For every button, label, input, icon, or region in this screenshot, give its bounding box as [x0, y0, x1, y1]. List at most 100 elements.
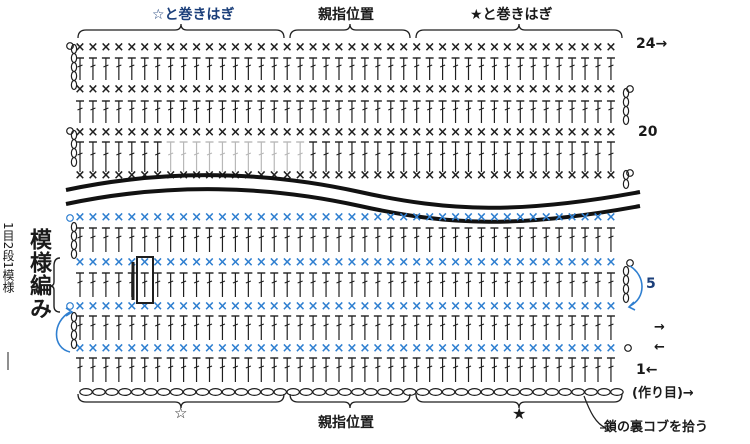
double-crochet-stitch — [373, 272, 382, 297]
single-crochet-mark: × — [282, 82, 293, 97]
double-crochet-stitch — [412, 141, 421, 172]
double-crochet-stitch — [88, 227, 97, 252]
single-crochet-mark: × — [541, 299, 552, 314]
double-crochet-stitch — [205, 100, 214, 123]
single-crochet-mark: × — [295, 82, 306, 97]
stitch-cross — [530, 365, 536, 369]
double-crochet-stitch — [581, 315, 590, 340]
stitch-cross — [310, 323, 316, 327]
stitch-cross — [142, 323, 148, 327]
stitch-cross — [336, 365, 342, 369]
double-crochet-stitch — [606, 141, 615, 172]
stitch-cross — [323, 365, 329, 369]
stitch-cross — [388, 365, 394, 369]
double-crochet-stitch — [529, 357, 538, 382]
single-crochet-mark: × — [450, 299, 461, 314]
single-crochet-mark: × — [463, 125, 474, 140]
row-arrow — [627, 301, 636, 311]
faint-double-crochet-stitch — [179, 141, 188, 172]
stitch-cross — [375, 365, 381, 369]
stitch-cross — [543, 323, 549, 327]
stitch-cross — [142, 365, 148, 369]
single-crochet-mark: × — [424, 125, 435, 140]
turning-chain — [622, 292, 630, 304]
single-crochet-mark: × — [424, 82, 435, 97]
single-crochet-mark: × — [334, 125, 345, 140]
single-crochet-mark: × — [217, 125, 228, 140]
double-crochet-stitch — [205, 227, 214, 252]
stitch-cross — [90, 152, 96, 156]
double-crochet-stitch — [360, 357, 369, 382]
stitch-cross — [180, 323, 187, 327]
stitch-cross — [439, 107, 446, 111]
single-crochet-mark: × — [515, 299, 526, 314]
break-band — [65, 173, 641, 210]
stitch-cross — [116, 323, 122, 327]
double-crochet-stitch — [140, 357, 149, 382]
stitch-cross — [595, 235, 601, 239]
single-crochet-mark: × — [515, 255, 526, 270]
stitch-cross — [362, 280, 368, 284]
double-crochet-stitch — [412, 100, 421, 123]
double-crochet-stitch — [101, 272, 110, 297]
single-crochet-mark: × — [515, 125, 526, 140]
single-crochet-mark: × — [372, 168, 383, 183]
chain-stitch — [131, 388, 145, 397]
chain-stitch — [377, 388, 391, 397]
stitch-cross — [543, 152, 549, 156]
stitch-cross — [608, 365, 614, 369]
stitch-cross — [142, 152, 148, 156]
double-crochet-stitch — [373, 57, 382, 80]
double-crochet-stitch — [464, 141, 473, 172]
stitch-cross — [504, 152, 511, 156]
double-crochet-stitch — [76, 57, 84, 80]
double-crochet-stitch — [270, 357, 279, 382]
double-crochet-stitch — [542, 227, 551, 252]
double-crochet-stitch — [257, 227, 266, 252]
single-crochet-mark: × — [217, 299, 228, 314]
double-crochet-stitch — [477, 141, 486, 172]
double-crochet-stitch — [88, 272, 97, 297]
double-crochet-stitch — [490, 272, 499, 297]
double-crochet-stitch — [231, 272, 240, 297]
double-crochet-stitch — [581, 227, 590, 252]
top-brace-thumb — [289, 23, 411, 39]
chain-stitch — [338, 388, 352, 397]
stitch-cross — [193, 64, 200, 68]
double-crochet-stitch — [192, 57, 201, 80]
chain-stitch — [610, 388, 624, 397]
double-crochet-stitch — [322, 227, 331, 252]
faint-double-crochet-stitch — [205, 141, 214, 172]
stitch-cross — [426, 323, 433, 327]
stitch-cross — [232, 107, 239, 111]
stitch-cross — [297, 365, 303, 369]
single-crochet-mark: × — [165, 341, 176, 356]
stitch-cross — [284, 365, 290, 369]
turning-chain — [70, 320, 78, 332]
single-crochet-mark: × — [113, 125, 124, 140]
single-crochet-mark: × — [75, 341, 86, 356]
double-crochet-stitch — [140, 227, 149, 252]
chain-stitch — [545, 388, 559, 397]
single-crochet-mark: × — [295, 341, 306, 356]
single-crochet-mark: × — [450, 82, 461, 97]
single-crochet-mark: × — [165, 255, 176, 270]
single-crochet-mark: × — [528, 255, 539, 270]
single-crochet-mark: × — [502, 40, 513, 55]
double-crochet-stitch — [153, 227, 162, 252]
stitch-cross — [219, 64, 226, 68]
single-crochet-mark: × — [269, 40, 280, 55]
stitch-cross — [323, 235, 329, 239]
single-crochet-mark: × — [567, 255, 578, 270]
double-crochet-stitch — [140, 100, 149, 123]
stitch-cross — [452, 64, 459, 68]
single-crochet-mark: × — [580, 255, 591, 270]
stitch-cross — [206, 235, 213, 239]
double-crochet-stitch — [529, 141, 538, 172]
stitch-cross — [193, 235, 200, 239]
single-crochet-mark: × — [295, 40, 306, 55]
stitch-cross — [478, 323, 485, 327]
stitch-cross — [129, 152, 135, 156]
double-crochet-stitch — [490, 100, 499, 123]
single-crochet-mark: × — [593, 341, 604, 356]
